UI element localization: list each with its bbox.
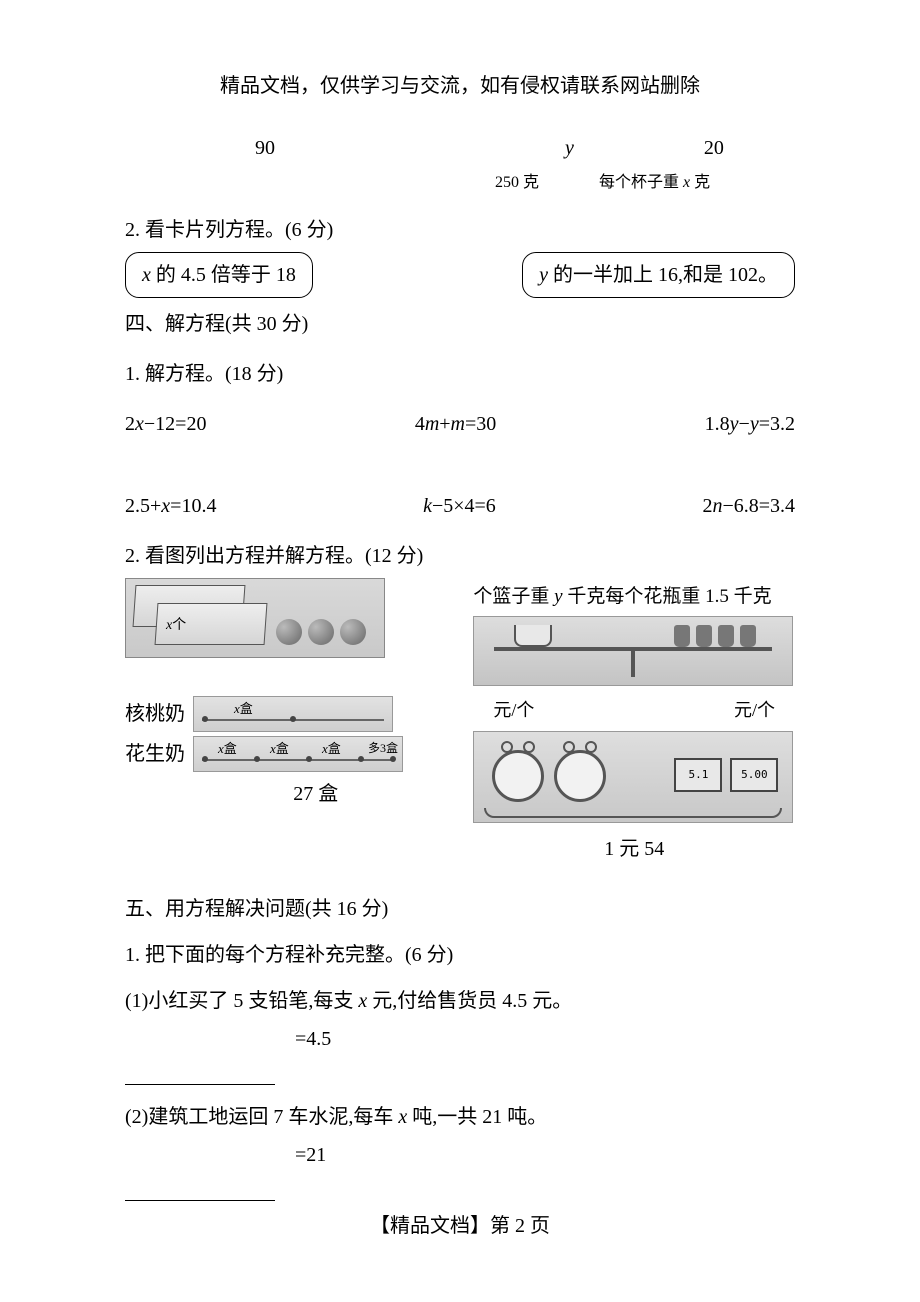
peanut-label: 花生奶	[125, 738, 193, 770]
balance-image	[473, 616, 793, 686]
alarm-clock-icon	[492, 750, 544, 802]
p1-blank[interactable]	[125, 1061, 275, 1085]
vase-icon	[740, 625, 756, 647]
milk-diagram: 核桃奶 x盒 花生奶 x盒 x盒	[125, 692, 447, 865]
sec4-q2: 2. 看图列出方程并解方程。(12 分)	[125, 540, 795, 572]
vase-icon	[718, 625, 734, 647]
eq-row-1: 2x−12=20 4m+m=30 1.8y−y=3.2	[125, 408, 795, 440]
seg-label: x盒	[234, 699, 253, 720]
extra-label: 多3盒	[368, 739, 398, 758]
eq-1b: 4m+m=30	[415, 408, 496, 440]
top-left-value: 90	[255, 132, 275, 164]
eq-1a: 2x−12=20	[125, 408, 206, 440]
digital-clock-icon: 5.00	[730, 758, 778, 792]
basket-icon	[514, 625, 552, 647]
bar-dot	[290, 716, 296, 722]
cup-suffix: 克	[690, 174, 710, 191]
brace	[484, 808, 782, 818]
sec5-p1-text: (1)小红买了 5 支铅笔,每支 x 元,付给售货员 4.5 元。	[125, 985, 795, 1017]
peanut-bar: x盒 x盒 x盒 多3盒	[193, 736, 403, 772]
diagram-row-2: 核桃奶 x盒 花生奶 x盒 x盒	[125, 692, 795, 865]
cup-prefix: 每个杯子重	[599, 174, 683, 191]
peanut-row: 花生奶 x盒 x盒 x盒 多3盒	[125, 736, 447, 772]
q2-card-title: 2. 看卡片列方程。(6 分)	[125, 214, 795, 246]
clocks-diagram: 元/个 元/个 5.1 5.00 1 元 54	[473, 692, 795, 865]
page-footer: 【精品文档】第 2 页	[0, 1210, 920, 1242]
eq-2a: 2.5+x=10.4	[125, 490, 216, 522]
balance-diagram: 个篮子重 y 千克每个花瓶重 1.5 千克	[473, 578, 795, 686]
basket-prefix: 个篮子重	[473, 586, 554, 607]
ball-icon	[276, 619, 302, 645]
price-right: 元/个	[734, 696, 775, 725]
top-right-value: 20	[704, 132, 724, 164]
sec5-q1: 1. 把下面的每个方程补充完整。(6 分)	[125, 939, 795, 971]
sec4-title: 四、解方程(共 30 分)	[125, 308, 795, 340]
box-label: x个	[166, 615, 186, 637]
price-left: 元/个	[493, 696, 534, 725]
bar-dot	[254, 756, 260, 762]
basket-suffix: 千克每个花瓶重 1.5 千克	[563, 586, 772, 607]
bar-dot	[202, 716, 208, 722]
clocks-total: 1 元 54	[473, 833, 795, 865]
card-left-text: 的 4.5 倍等于 18	[151, 264, 296, 286]
bar-dot	[306, 756, 312, 762]
walnut-label: 核桃奶	[125, 698, 193, 730]
top-values-row: 90 y 20	[125, 132, 795, 164]
ball-icon	[308, 619, 334, 645]
alarm-clock-icon	[554, 750, 606, 802]
bar-dot	[202, 756, 208, 762]
digital-clock-icon: 5.1	[674, 758, 722, 792]
ball-icon	[340, 619, 366, 645]
sec5-p1-eq: =4.5	[125, 1023, 795, 1055]
vase-icon	[696, 625, 712, 647]
cup-weight-label: 每个杯子重 x 克	[599, 170, 710, 196]
price-row: 元/个 元/个	[493, 696, 775, 725]
p2-rhs: =21	[295, 1144, 326, 1166]
p2-blank[interactable]	[125, 1177, 275, 1201]
card-right-text: 的一半加上 16,和是 102。	[548, 264, 778, 286]
bar-dot	[358, 756, 364, 762]
diagram-row-1: x个 个篮子重 y 千克每个花瓶重 1.5 千克	[125, 578, 795, 686]
walnut-bar: x盒	[193, 696, 393, 732]
p1-rhs: =4.5	[295, 1028, 331, 1050]
sec5-title: 五、用方程解决问题(共 16 分)	[125, 893, 795, 925]
sec5-p2-eq: =21	[125, 1139, 795, 1171]
eq-2b: k−5×4=6	[423, 490, 496, 522]
top-mid-var: y	[565, 132, 574, 164]
basket-var: y	[554, 586, 562, 607]
weight-left-label: 250 克	[495, 170, 539, 196]
seg-label: x盒	[218, 739, 237, 760]
boxes-balls-diagram: x个	[125, 578, 447, 686]
sec4-q1: 1. 解方程。(18 分)	[125, 358, 795, 390]
seg-label: x盒	[322, 739, 341, 760]
card-left: x 的 4.5 倍等于 18	[125, 252, 313, 298]
card-right: y 的一半加上 16,和是 102。	[522, 252, 795, 298]
balance-stand	[631, 647, 635, 677]
small-labels-row: 250 克 每个杯子重 x 克	[125, 170, 795, 196]
vase-icon	[674, 625, 690, 647]
walnut-row: 核桃奶 x盒	[125, 696, 447, 732]
card-right-var: y	[539, 264, 548, 286]
milk-total: 27 盒	[185, 778, 447, 810]
basket-vase-label: 个篮子重 y 千克每个花瓶重 1.5 千克	[473, 582, 795, 612]
boxes-balls-image: x个	[125, 578, 385, 658]
seg-label: x盒	[270, 739, 289, 760]
clocks-image: 5.1 5.00	[473, 731, 793, 823]
sec5-p2-text: (2)建筑工地运回 7 车水泥,每车 x 吨,一共 21 吨。	[125, 1101, 795, 1133]
header-note: 精品文档，仅供学习与交流，如有侵权请联系网站删除	[125, 70, 795, 102]
eq-2c: 2n−6.8=3.4	[702, 490, 795, 522]
eq-1c: 1.8y−y=3.2	[705, 408, 795, 440]
eq-row-2: 2.5+x=10.4 k−5×4=6 2n−6.8=3.4	[125, 490, 795, 522]
cards-row: x 的 4.5 倍等于 18 y 的一半加上 16,和是 102。	[125, 252, 795, 298]
card-left-var: x	[142, 264, 151, 286]
